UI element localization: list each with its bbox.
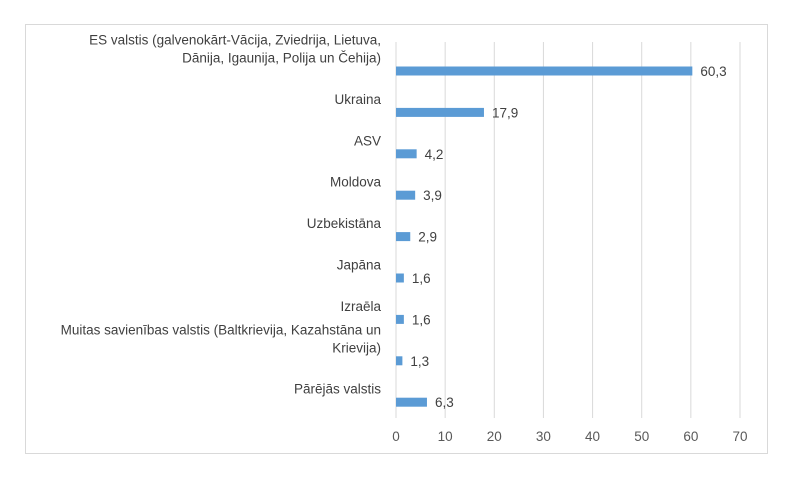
x-tick-label: 60 [683,429,698,444]
category-label-line: Izraēla [340,299,381,314]
category-label-line: Krievija) [332,340,381,355]
x-tick-label: 40 [585,429,600,444]
data-label: 2,9 [418,230,437,245]
x-tick-label: 50 [634,429,649,444]
category-label-line: ES valstis (galvenokārt-Vācija, Zviedrij… [89,33,381,48]
gridlines [395,42,741,418]
category-label-line: Moldova [330,175,382,190]
data-label: 3,9 [423,188,442,203]
category-label-line: Pārējās valstis [294,382,381,397]
category-label-line: ASV [354,133,381,148]
bar [396,107,484,117]
bar [396,190,416,200]
bar [396,149,417,159]
bar [396,273,404,283]
category-label: Izraēla [340,299,381,314]
bar [396,397,427,407]
value-labels: 60,3 17,9 4,2 3,9 2,9 1,6 1,6 1,3 6,3 [410,64,726,410]
category-label: Uzbekistāna [307,216,382,231]
bar [396,356,403,366]
category-label: Muitas savienības valstis (Baltkrievija,… [61,322,381,355]
category-label: Japāna [337,258,382,273]
category-label-line: Ukraina [334,92,381,107]
category-labels: ES valstis (galvenokārt-Vācija, Zviedrij… [61,33,382,397]
data-label: 17,9 [492,105,518,120]
bar [396,66,693,76]
x-tick-label: 70 [732,429,747,444]
data-label: 60,3 [700,64,726,79]
x-tick-label: 30 [536,429,551,444]
category-label: Moldova [330,175,382,190]
x-tick-label: 0 [392,429,400,444]
data-label: 1,6 [412,271,431,286]
x-tick-label: 10 [438,429,453,444]
category-label: ES valstis (galvenokārt-Vācija, Zviedrij… [89,33,381,66]
category-label: ASV [354,133,381,148]
category-label: Pārējās valstis [294,382,381,397]
category-label-line: Muitas savienības valstis (Baltkrievija,… [61,322,381,337]
data-label: 4,2 [425,147,444,162]
bar [396,232,411,242]
data-label: 6,3 [435,395,454,410]
bars [396,66,693,407]
category-label-line: Uzbekistāna [307,216,382,231]
bar [396,314,404,324]
category-label: Ukraina [334,92,381,107]
x-axis-ticks: 0 10 20 30 40 50 60 70 [392,429,747,444]
data-label: 1,3 [410,354,429,369]
data-label: 1,6 [412,312,431,327]
category-label-line: Japāna [337,258,382,273]
x-tick-label: 20 [487,429,502,444]
category-label-line: Dānija, Igaunija, Polija un Čehija) [182,51,381,66]
